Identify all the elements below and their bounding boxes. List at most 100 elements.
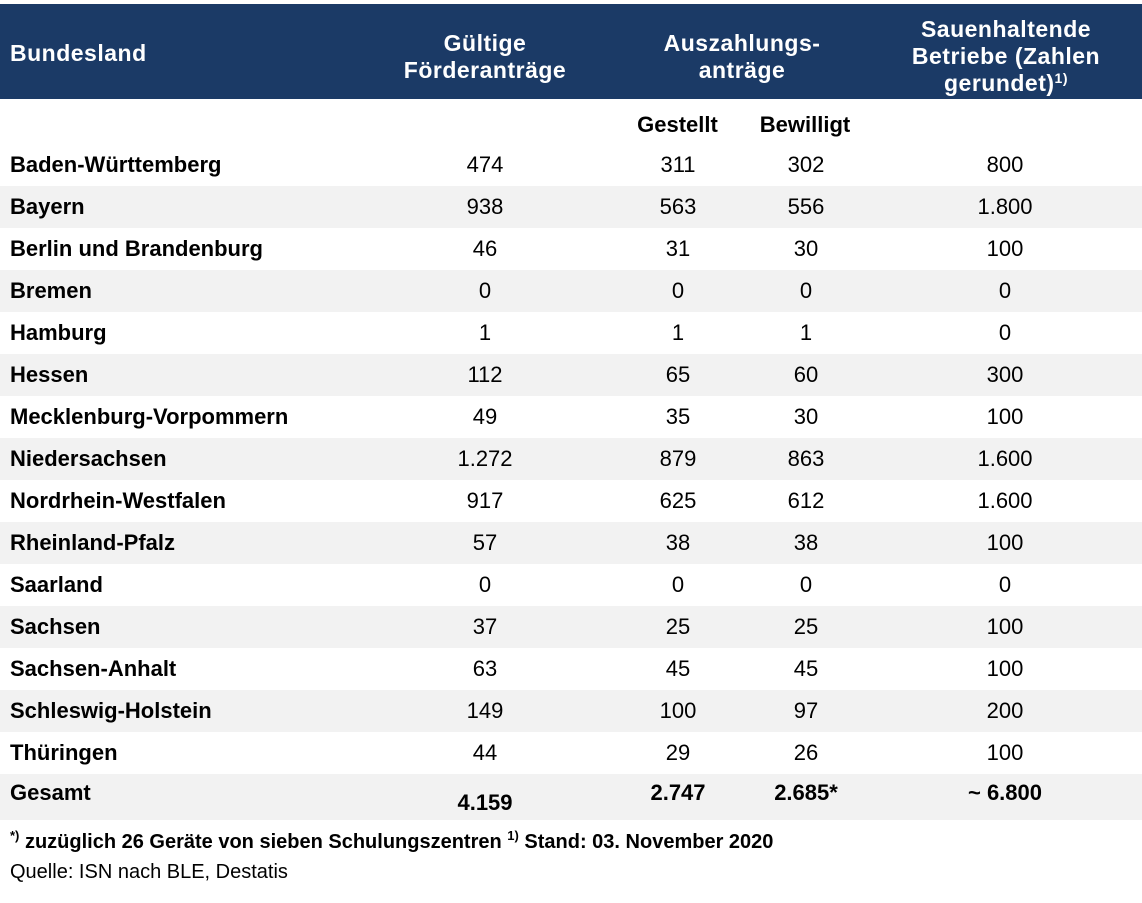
cell-bewilligt: 26: [793, 740, 819, 765]
cell-gestellt: 38: [665, 530, 691, 555]
cell-foerderantraege: 1: [478, 320, 492, 345]
table-row: Hessen 112 65 60 300: [0, 354, 1142, 396]
cell-bewilligt: 97: [793, 698, 819, 723]
cell-bewilligt: 0: [799, 278, 813, 303]
cell-bundesland: Mecklenburg-Vorpommern: [10, 404, 289, 429]
cell-betriebe: 100: [986, 404, 1024, 429]
cell-foerderantraege: 474: [466, 152, 504, 177]
table-row: Hamburg 1 1 1 0: [0, 312, 1142, 354]
cell-betriebe: 0: [998, 320, 1012, 345]
table-row: Sachsen 37 25 25 100: [0, 606, 1142, 648]
cell-foerderantraege: 37: [472, 614, 498, 639]
cell-gestellt: 100: [659, 698, 697, 723]
cell-bundesland: Hamburg: [10, 320, 107, 345]
table-row: Bremen 0 0 0 0: [0, 270, 1142, 312]
cell-bundesland: Rheinland-Pfalz: [10, 530, 176, 555]
subheader-bewilligt: Bewilligt: [759, 112, 851, 137]
cell-foerderantraege: 1.272: [457, 446, 513, 471]
cell-bundesland: Sachsen-Anhalt: [10, 656, 177, 681]
cell-bewilligt: 38: [793, 530, 819, 555]
cell-bundesland: Schleswig-Holstein: [10, 698, 212, 723]
cell-bewilligt: 0: [799, 572, 813, 597]
cell-gestellt: 45: [665, 656, 691, 681]
cell-gestellt: 0: [671, 572, 685, 597]
table-header: Bundesland Gültige Förderanträge Auszahl…: [0, 4, 1142, 99]
cell-bundesland: Bayern: [10, 194, 85, 219]
cell-betriebe: 200: [986, 698, 1024, 723]
cell-betriebe: ~ 6.800: [967, 780, 1042, 805]
header-sauenhaltende-betriebe: Sauenhaltende Betriebe (Zahlen gerundet)…: [911, 16, 1101, 96]
cell-bundesland: Niedersachsen: [10, 446, 167, 471]
cell-foerderantraege: 44: [472, 740, 498, 765]
cell-betriebe: 1.600: [977, 488, 1033, 513]
cell-gestellt: 563: [659, 194, 697, 219]
cell-foerderantraege: 917: [466, 488, 504, 513]
cell-gestellt: 2.747: [650, 780, 706, 805]
cell-bewilligt: 25: [793, 614, 819, 639]
cell-foerderantraege: 149: [466, 698, 504, 723]
cell-bewilligt: 556: [787, 194, 825, 219]
cell-betriebe: 100: [986, 530, 1024, 555]
header-bundesland: Bundesland: [10, 40, 147, 66]
cell-bewilligt: 45: [793, 656, 819, 681]
table-row: Nordrhein-Westfalen 917 625 612 1.600: [0, 480, 1142, 522]
cell-betriebe: 1.600: [977, 446, 1033, 471]
cell-bewilligt: 302: [787, 152, 825, 177]
cell-foerderantraege: 57: [472, 530, 498, 555]
cell-betriebe: 300: [986, 362, 1024, 387]
cell-gestellt: 35: [665, 404, 691, 429]
table-row: Rheinland-Pfalz 57 38 38 100: [0, 522, 1142, 564]
cell-gestellt: 25: [665, 614, 691, 639]
cell-foerderantraege: 63: [472, 656, 498, 681]
cell-foerderantraege: 938: [466, 194, 504, 219]
cell-bundesland: Bremen: [10, 278, 92, 303]
table-row: Sachsen-Anhalt 63 45 45 100: [0, 648, 1142, 690]
cell-betriebe: 0: [998, 572, 1012, 597]
cell-bewilligt: 863: [787, 446, 825, 471]
cell-betriebe: 100: [986, 740, 1024, 765]
header-auszahlungsantraege: Auszahlungs- anträge: [663, 30, 821, 83]
cell-foerderantraege: 0: [478, 572, 492, 597]
table-row: Saarland 0 0 0 0: [0, 564, 1142, 606]
table-row: Baden-Württemberg 474 311 302 800: [0, 144, 1142, 186]
cell-bundesland: Baden-Württemberg: [10, 152, 222, 177]
table-row: Bayern 938 563 556 1.800: [0, 186, 1142, 228]
cell-foerderantraege: 49: [472, 404, 498, 429]
cell-foerderantraege: 0: [478, 278, 492, 303]
cell-bundesland: Berlin und Brandenburg: [10, 236, 263, 261]
cell-gestellt: 879: [659, 446, 697, 471]
subheader-gestellt: Gestellt: [637, 112, 718, 137]
cell-gestellt: 65: [665, 362, 691, 387]
cell-betriebe: 100: [986, 656, 1024, 681]
cell-bundesland: Sachsen: [10, 614, 101, 639]
cell-bundesland: Gesamt: [10, 780, 91, 805]
cell-gestellt: 0: [671, 278, 685, 303]
cell-betriebe: 100: [986, 614, 1024, 639]
table-row: Berlin und Brandenburg 46 31 30 100: [0, 228, 1142, 270]
cell-betriebe: 1.800: [977, 194, 1033, 219]
cell-gestellt: 625: [659, 488, 697, 513]
cell-betriebe: 100: [986, 236, 1024, 261]
table-row: Thüringen 44 29 26 100: [0, 732, 1142, 774]
total-row: Gesamt 4.159 2.747 2.685* ~ 6.800: [0, 774, 1142, 820]
cell-bewilligt: 612: [787, 488, 825, 513]
cell-betriebe: 0: [998, 278, 1012, 303]
table-row: Mecklenburg-Vorpommern 49 35 30 100: [0, 396, 1142, 438]
footnote-marker: 1): [1054, 70, 1068, 86]
cell-foerderantraege: 4.159: [457, 790, 513, 815]
cell-foerderantraege: 46: [472, 236, 498, 261]
cell-gestellt: 29: [665, 740, 691, 765]
table-row: Niedersachsen 1.272 879 863 1.600: [0, 438, 1142, 480]
header-foerderantraege: Gültige Förderanträge: [403, 30, 567, 83]
cell-bewilligt: 30: [793, 236, 819, 261]
cell-bewilligt: 1: [799, 320, 813, 345]
cell-foerderantraege: 112: [467, 362, 503, 387]
cell-gestellt: 31: [665, 236, 691, 261]
cell-bundesland: Nordrhein-Westfalen: [10, 488, 226, 513]
cell-bundesland: Thüringen: [10, 740, 118, 765]
cell-bewilligt: 2.685*: [774, 780, 838, 805]
cell-bewilligt: 60: [793, 362, 819, 387]
source-note: Quelle: ISN nach BLE, Destatis: [10, 861, 288, 883]
footnote: *) zuzüglich 26 Geräte von sieben Schulu…: [10, 828, 774, 853]
cell-bundesland: Hessen: [10, 362, 89, 387]
